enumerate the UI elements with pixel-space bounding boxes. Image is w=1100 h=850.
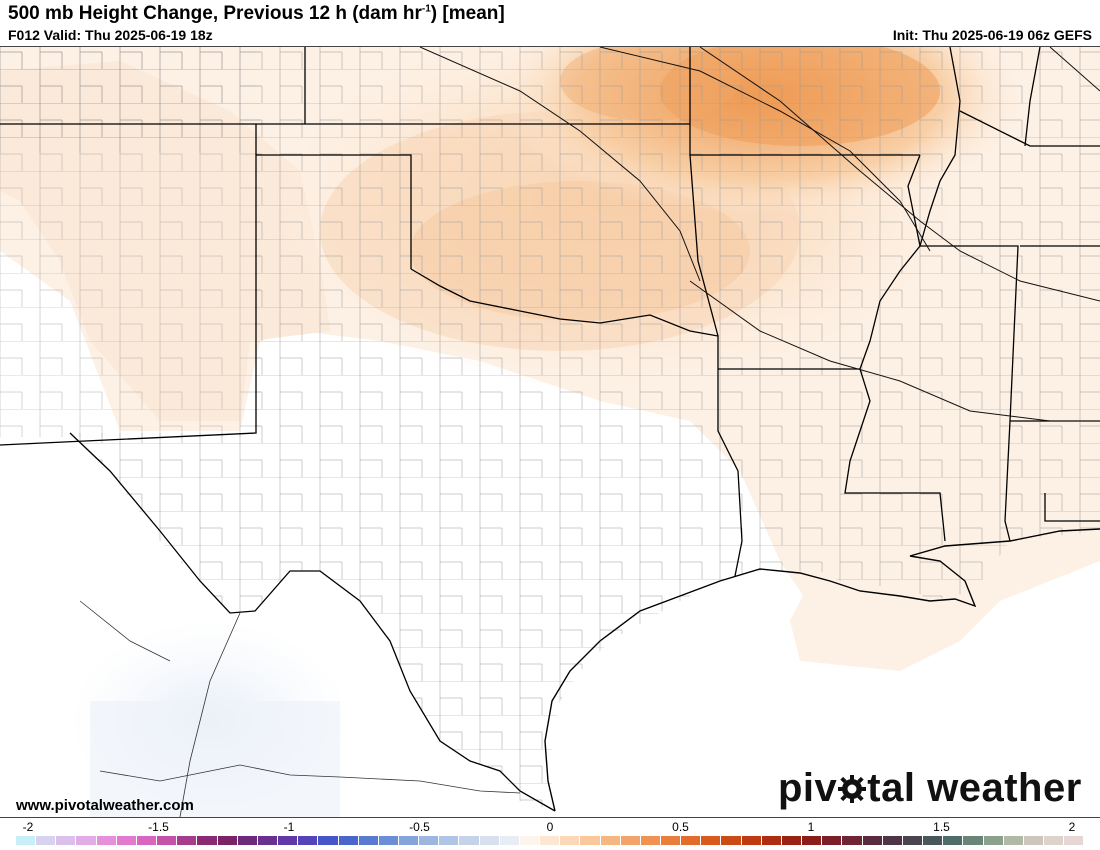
colorbar-swatch <box>560 836 581 845</box>
valid-time: F012 Valid: Thu 2025-06-19 18z <box>8 27 213 43</box>
colorbar-swatch <box>741 836 762 845</box>
colorbar-swatch <box>76 836 97 845</box>
colorbar-swatch <box>177 836 198 845</box>
colorbar-swatch <box>499 836 520 845</box>
colorbar-tick-label: -1 <box>283 820 295 834</box>
colorbar-swatch <box>237 836 258 845</box>
colorbar-tick-label: 2 <box>1068 820 1076 834</box>
colorbar-swatch <box>802 836 823 845</box>
init-time: Init: Thu 2025-06-19 06z GEFS <box>892 27 1092 43</box>
colorbar-swatch <box>983 836 1004 845</box>
colorbar-swatch <box>257 836 279 845</box>
colorbar-swatch <box>479 836 500 845</box>
map-svg <box>0 47 1100 817</box>
state-boundaries <box>0 47 1100 812</box>
colorbar-swatch <box>640 836 661 845</box>
colorbar-swatch <box>923 836 944 845</box>
colorbar-swatch <box>721 836 742 845</box>
colorbar-swatch <box>540 836 561 845</box>
colorbar-tick-label: -1.5 <box>148 820 169 834</box>
colorbar-swatch <box>781 836 803 845</box>
colorbar-swatch <box>1064 836 1085 845</box>
colorbar-swatch <box>217 836 238 845</box>
website-label: www.pivotalweather.com <box>16 797 194 814</box>
colorbar-swatch <box>519 836 541 845</box>
western-county-lines <box>0 47 260 437</box>
colorbar-swatch <box>16 836 37 845</box>
colorbar-tick-label: -2 <box>22 820 34 834</box>
colorbar-swatch <box>600 836 621 845</box>
colorbar-swatch <box>902 836 924 845</box>
colorbar-swatch <box>278 836 299 845</box>
colorbar-swatch <box>842 836 863 845</box>
colorbar-swatch <box>318 836 339 845</box>
colorbar-swatch <box>681 836 702 845</box>
colorbar-swatch <box>620 836 641 845</box>
colorbar-swatch <box>1003 836 1024 845</box>
colorbar-swatch <box>761 836 782 845</box>
colorbar-tick-label: 1 <box>807 820 815 834</box>
colorbar-swatch <box>56 836 77 845</box>
colorbar-swatch <box>822 836 843 845</box>
colorbar-swatch <box>963 836 984 845</box>
colorbar-swatches <box>16 836 1085 845</box>
colorbar-swatch <box>358 836 379 845</box>
mexico-boundaries <box>79 600 521 817</box>
southwest-negative-shading <box>90 701 340 817</box>
gulf-coastline <box>544 528 1100 812</box>
colorbar-swatch <box>96 836 117 845</box>
colorbar-swatch <box>439 836 460 845</box>
colorbar-swatch <box>197 836 218 845</box>
colorbar-tick-label: 0 <box>546 820 554 834</box>
colorbar: -2 -1.5 -1 -0.5 0 0.5 1 1.5 2 <box>0 818 1100 850</box>
colorbar-swatch <box>419 836 440 845</box>
map-title: 500 mb Height Change, Previous 12 h (dam… <box>8 3 505 24</box>
colorbar-tick-label: 0.5 <box>672 820 689 834</box>
colorbar-swatch <box>862 836 883 845</box>
header: 500 mb Height Change, Previous 12 h (dam… <box>0 0 1100 46</box>
colorbar-swatch <box>157 836 178 845</box>
colorbar-swatch <box>338 836 359 845</box>
colorbar-swatch <box>580 836 601 845</box>
colorbar-swatch <box>298 836 319 845</box>
gear-icon <box>838 775 867 803</box>
colorbar-swatch <box>459 836 480 845</box>
colorbar-swatch <box>36 836 57 845</box>
colorbar-tick-label: 1.5 <box>933 820 950 834</box>
colorbar-swatch <box>136 836 158 845</box>
colorbar-swatch <box>661 836 682 845</box>
colorbar-swatch <box>116 836 137 845</box>
colorbar-swatch <box>398 836 420 845</box>
colorbar-tick-label: -0.5 <box>409 820 430 834</box>
colorbar-swatch <box>378 836 399 845</box>
colorbar-swatch <box>943 836 964 845</box>
colorbar-swatch <box>701 836 722 845</box>
colorbar-swatch <box>1023 836 1044 845</box>
colorbar-swatch <box>1043 836 1065 845</box>
map-area[interactable] <box>0 46 1100 818</box>
contour-lines <box>419 47 1100 422</box>
colorbar-swatch <box>882 836 903 845</box>
pivotal-weather-logo: piv tal weather <box>778 766 1082 810</box>
